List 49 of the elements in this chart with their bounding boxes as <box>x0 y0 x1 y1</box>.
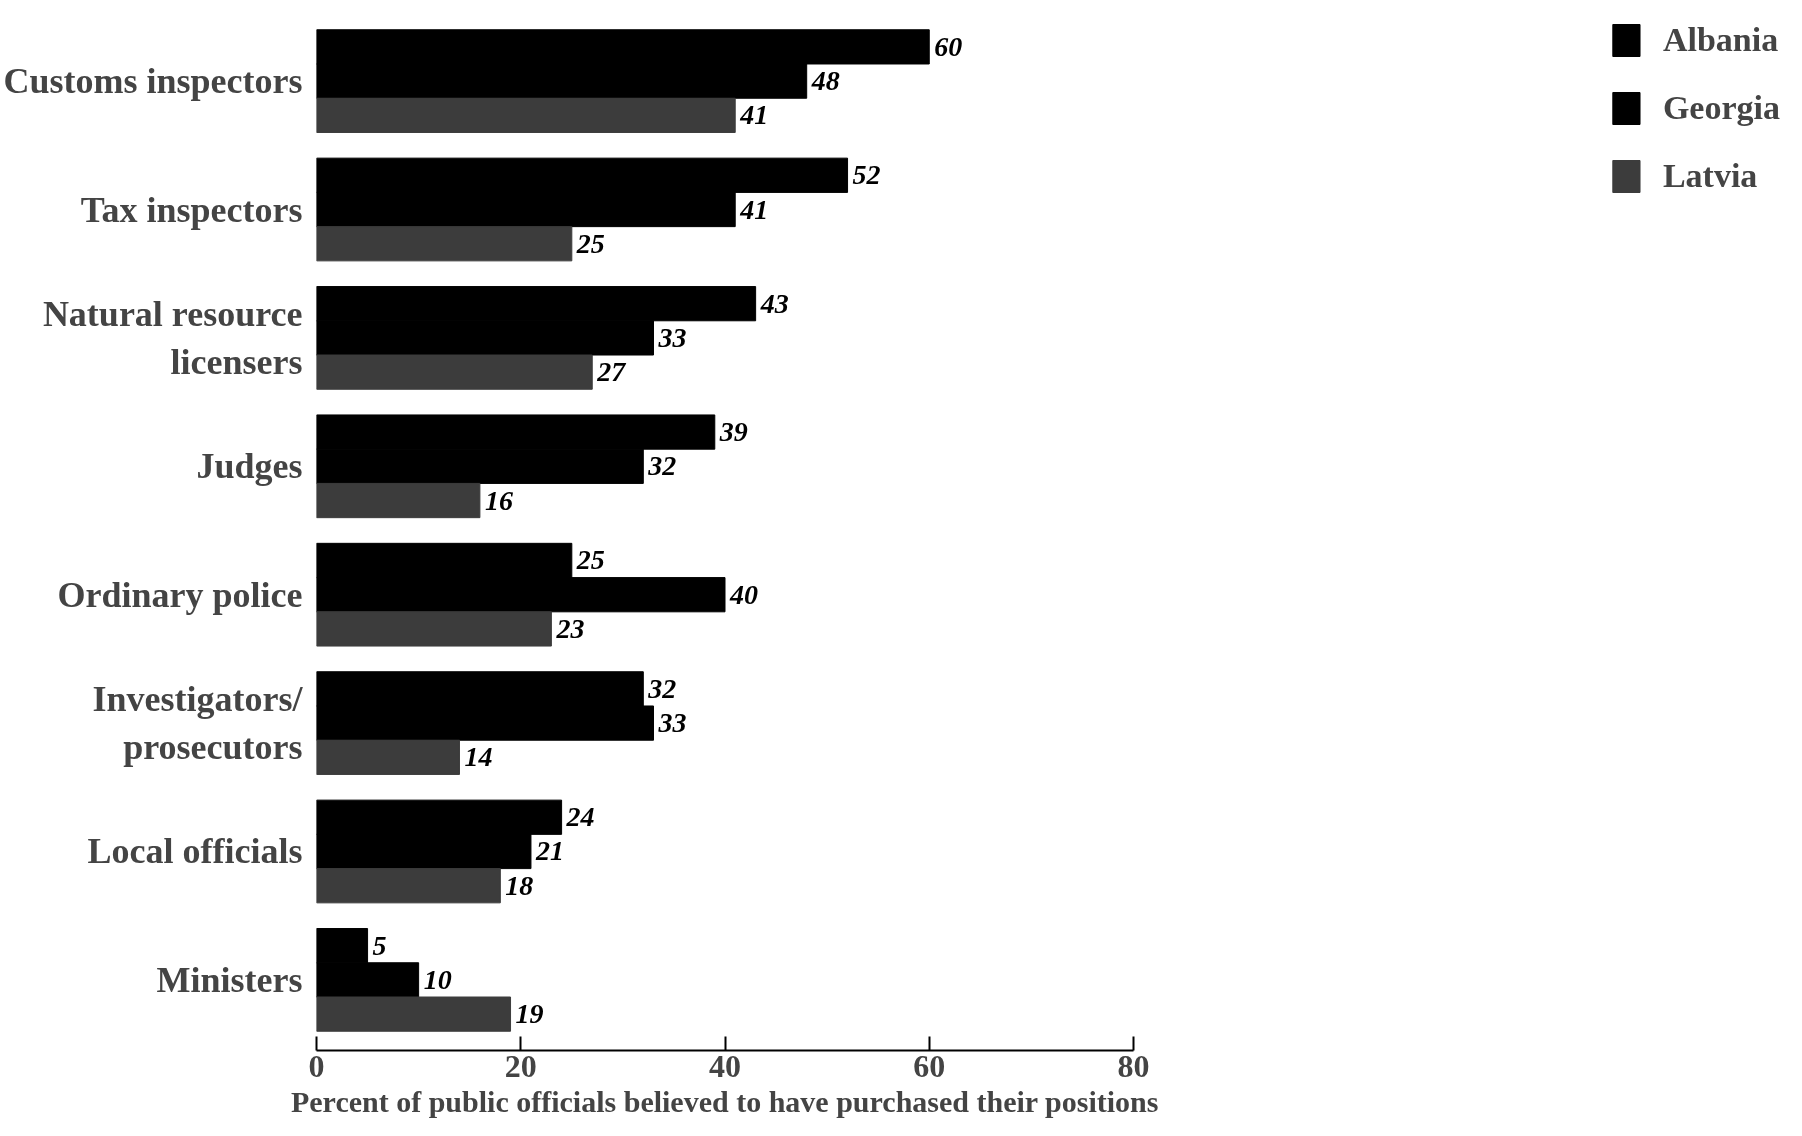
data-label: 18 <box>505 869 534 901</box>
data-label: 25 <box>575 544 605 576</box>
data-label: 19 <box>515 998 544 1030</box>
bar <box>316 868 501 904</box>
legend-label: Georgia <box>1662 89 1780 127</box>
x-tick-label: 80 <box>1117 1047 1150 1084</box>
bar <box>316 739 460 775</box>
data-label: 16 <box>484 484 513 516</box>
data-label: 41 <box>739 99 769 131</box>
bar <box>316 482 481 519</box>
x-tick-label: 0 <box>308 1047 325 1084</box>
data-label: 21 <box>534 835 564 867</box>
bar <box>316 611 552 647</box>
y-tick-label: Ordinary police <box>57 574 303 615</box>
y-tick-label: Ministers <box>156 959 303 1000</box>
y-tick-label: Judges <box>196 446 303 487</box>
bar <box>316 226 573 262</box>
legend-label: Albania <box>1662 21 1779 59</box>
data-label: 41 <box>739 193 769 225</box>
data-label: 32 <box>647 450 677 482</box>
y-tick-label: Tax inspectors <box>80 189 303 230</box>
data-label: 24 <box>565 801 595 833</box>
data-label: 5 <box>372 929 387 961</box>
data-label: 48 <box>810 65 840 97</box>
x-tick-label: 20 <box>504 1047 537 1084</box>
data-label: 32 <box>647 672 677 704</box>
data-label: 52 <box>852 159 881 191</box>
legend-label: Latvia <box>1662 157 1758 195</box>
bar <box>316 996 512 1032</box>
data-label: 40 <box>729 578 758 610</box>
bar <box>316 354 593 390</box>
x-tick-label: 40 <box>709 1047 741 1084</box>
data-label: 25 <box>575 227 605 259</box>
bar <box>316 97 736 133</box>
data-label: 23 <box>555 612 585 644</box>
y-tick-label: Investigators/ prosecutors <box>92 679 304 768</box>
data-label: 39 <box>718 416 748 448</box>
x-axis-title: Percent of public officials believed to have purchased their positions <box>290 1084 1159 1118</box>
data-label: 27 <box>596 356 627 388</box>
data-label: 14 <box>464 741 493 773</box>
data-label: 33 <box>657 707 687 739</box>
y-tick-label: Natural resource licensers <box>42 293 303 382</box>
x-tick-label: 60 <box>913 1047 946 1084</box>
data-label: 10 <box>423 963 452 995</box>
data-label: 33 <box>657 321 687 353</box>
data-label: 43 <box>759 287 789 319</box>
y-tick-label: Local officials <box>87 831 303 872</box>
data-label: 60 <box>934 30 963 62</box>
y-tick-label: Customs inspectors <box>3 61 303 102</box>
